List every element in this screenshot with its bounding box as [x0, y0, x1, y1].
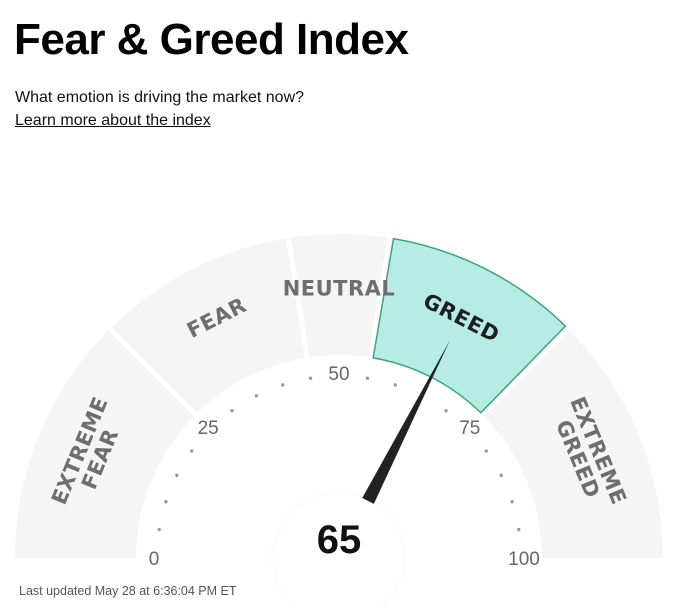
scale-dot: [164, 500, 168, 504]
scale-dot: [157, 527, 161, 532]
segment-extreme-fear: [15, 328, 196, 558]
segment-divider: [285, 235, 311, 360]
learn-more-link[interactable]: Learn more about the index: [15, 112, 211, 129]
scale-dot: [444, 409, 448, 413]
scale-dot: [484, 449, 488, 453]
last-updated: Last updated May 28 at 6:36:04 PM ET: [19, 584, 237, 598]
segment-divider: [479, 325, 572, 418]
scale-dot: [510, 500, 514, 504]
scale-label: 75: [459, 418, 480, 439]
index-question: What emotion is driving the market now?: [15, 89, 305, 106]
gauge-hub: [275, 494, 403, 608]
gauge-needle: [362, 340, 450, 504]
segment-extreme-greed: [482, 328, 663, 558]
scale-dot: [517, 527, 521, 532]
scale-dot: [254, 394, 259, 398]
scale-dot: [365, 376, 370, 380]
scale-dot: [281, 383, 285, 387]
scale-label: 50: [328, 364, 349, 385]
segment-label-neutral: NEUTRAL: [283, 277, 396, 301]
scale-label: 25: [198, 418, 219, 439]
gauge-score: 65: [317, 518, 362, 562]
segment-active-highlight: [372, 237, 567, 414]
scale-dot: [393, 383, 397, 387]
scale-dot: [230, 409, 234, 413]
scale-dot: [308, 376, 313, 380]
segment-divider: [106, 325, 199, 418]
scale-label: 0: [149, 549, 160, 570]
scale-dot: [190, 449, 194, 453]
segment-divider: [367, 235, 393, 360]
scale-dot: [175, 473, 179, 478]
scale-dot: [499, 473, 503, 478]
page-title: Fear & Greed Index: [14, 15, 409, 64]
scale-label: 100: [508, 549, 540, 570]
segment-fear: [109, 237, 308, 415]
segment-neutral: [288, 234, 390, 358]
